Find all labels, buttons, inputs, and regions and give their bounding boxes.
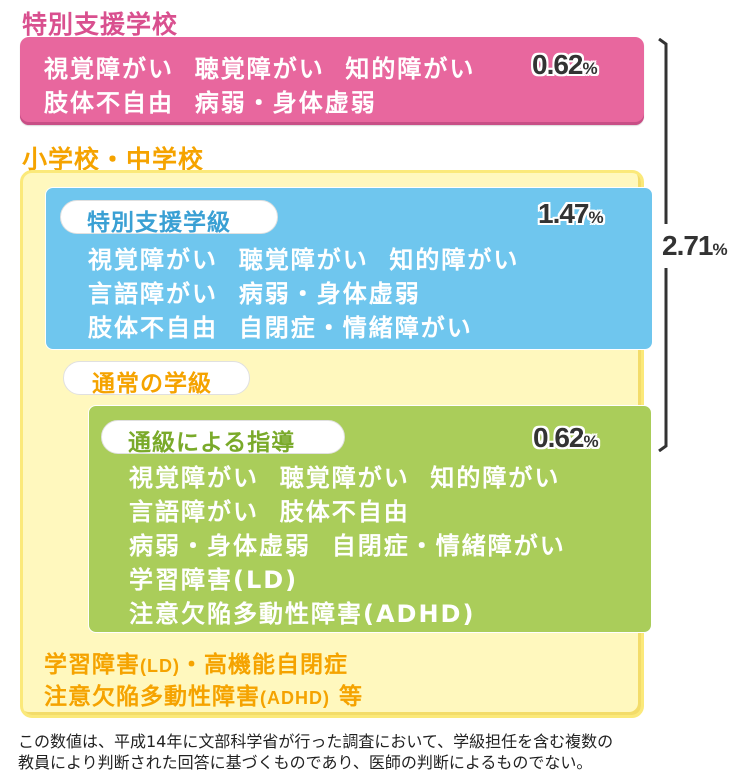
special-class-box: 特別支援学級 1.47% 視覚障がい 聴覚障がい 知的障がい 言語障がい 病弱・… xyxy=(45,187,653,350)
special-school-title: 特別支援学校 xyxy=(22,10,179,39)
resource-room-line-2: 言語障がい 肢体不自由 xyxy=(129,498,410,526)
regular-class-label-pill: 通常の学級 xyxy=(63,361,250,397)
elementary-junior-title: 小学校・中学校 xyxy=(22,145,205,174)
special-school-box: 視覚障がい 聴覚障がい 知的障がい 肢体不自由 病弱・身体虚弱 0.62% xyxy=(20,37,644,125)
resource-room-line-5: 注意欠陥多動性障害(ADHD) xyxy=(129,600,476,628)
other-note-line-1: 学習障害(LD)・高機能自閉症 xyxy=(44,652,348,678)
resource-room-label: 通級による指導 xyxy=(128,430,296,456)
special-class-label: 特別支援学級 xyxy=(87,210,231,236)
resource-room-percent: 0.62% xyxy=(533,422,599,453)
total-bracket-icon xyxy=(658,38,668,452)
special-class-line-2: 言語障がい 病弱・身体虚弱 xyxy=(88,280,421,308)
total-percent: 2.71% xyxy=(662,230,728,261)
special-school-line-2: 肢体不自由 病弱・身体虚弱 xyxy=(44,89,377,117)
footnote-line-1: この数値は、平成14年に文部科学省が行った調査において、学級担任を含む複数の xyxy=(18,732,614,751)
resource-room-line-1: 視覚障がい 聴覚障がい 知的障がい xyxy=(129,464,561,492)
special-class-line-3: 肢体不自由 自閉症・情緒障がい xyxy=(88,314,473,342)
regular-class-label: 通常の学級 xyxy=(92,371,212,397)
special-class-label-pill: 特別支援学級 xyxy=(60,200,278,236)
resource-room-line-4: 学習障害(LD) xyxy=(129,566,299,594)
special-class-percent: 1.47% xyxy=(538,198,604,229)
special-school-line-1: 視覚障がい 聴覚障がい 知的障がい xyxy=(44,55,476,83)
resource-room-line-3: 病弱・身体虚弱 自閉症・情緒障がい xyxy=(129,532,566,560)
special-class-line-1: 視覚障がい 聴覚障がい 知的障がい xyxy=(88,246,520,274)
other-note-line-2: 注意欠陥多動性障害(ADHD) 等 xyxy=(44,684,363,710)
resource-room-label-pill: 通級による指導 xyxy=(101,420,345,456)
footnote-line-2: 教員により判断された回答に基づくものであり、医師の判断によるものでない。 xyxy=(18,753,593,772)
special-school-percent: 0.62% xyxy=(532,49,598,80)
resource-room-box: 通級による指導 0.62% 視覚障がい 聴覚障がい 知的障がい 言語障がい 肢体… xyxy=(88,405,652,633)
